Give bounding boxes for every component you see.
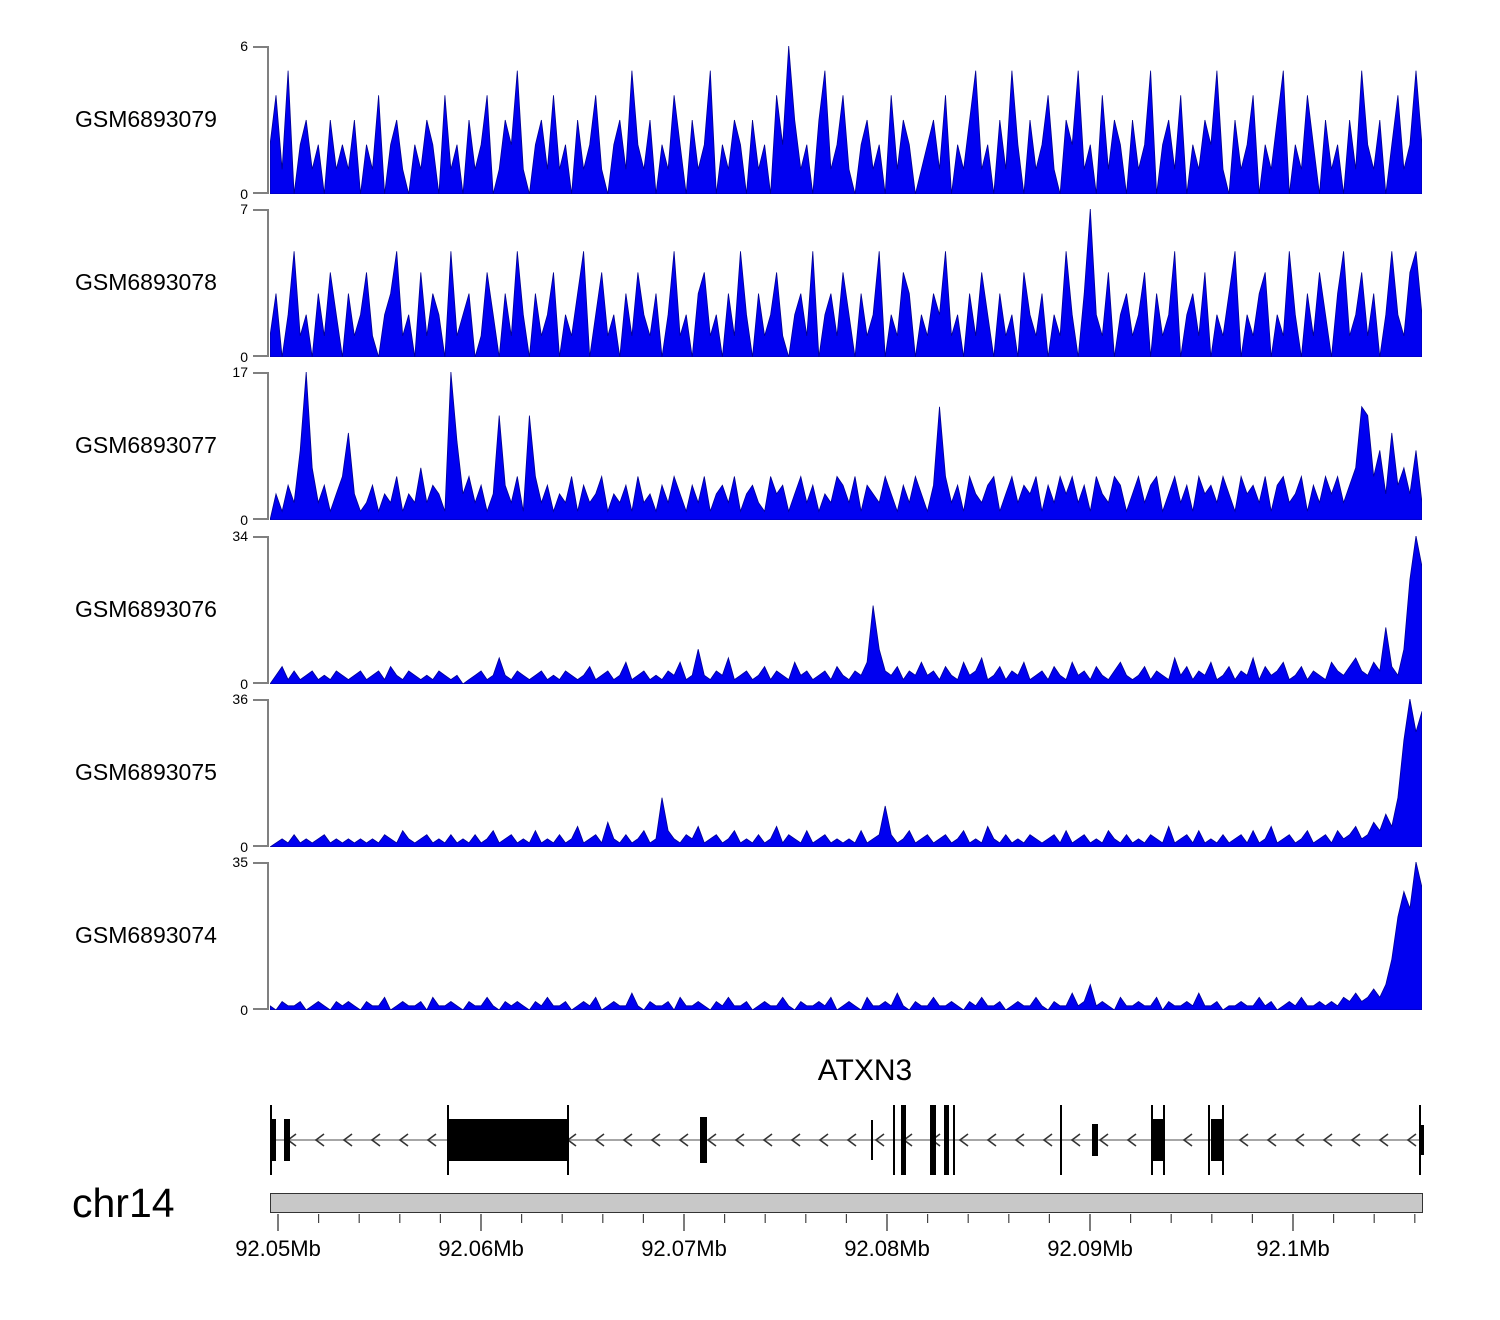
coverage-area-plot xyxy=(270,209,1422,357)
coverage-area-plot xyxy=(270,862,1422,1010)
y-axis-min-label: 0 xyxy=(240,839,248,855)
y-axis-line xyxy=(267,46,269,194)
y-axis-min-label: 0 xyxy=(240,186,248,202)
y-axis-min-label: 0 xyxy=(240,512,248,528)
chromosome-ideogram-bar xyxy=(270,1193,1423,1213)
coverage-track-GSM6893075: GSM6893075 36 0 xyxy=(0,691,1500,855)
track-label: GSM6893076 xyxy=(75,596,217,622)
y-axis-bottom-tick xyxy=(253,1008,267,1010)
y-axis-min-label: 0 xyxy=(240,349,248,365)
coverage-track-GSM6893076: GSM6893076 34 0 xyxy=(0,528,1500,692)
coverage-track-GSM6893077: GSM6893077 17 0 xyxy=(0,364,1500,528)
y-axis-min-label: 0 xyxy=(240,1002,248,1018)
y-axis-line xyxy=(267,536,269,684)
y-axis-top-tick xyxy=(253,46,267,48)
axis-tick-label: 92.08Mb xyxy=(844,1236,930,1261)
track-label: GSM6893078 xyxy=(75,269,217,295)
gene-name-label: ATXN3 xyxy=(817,1054,913,1087)
track-label: GSM6893079 xyxy=(75,106,217,132)
y-axis-min-label: 0 xyxy=(240,676,248,692)
y-axis-bottom-tick xyxy=(253,845,267,847)
y-axis-top-tick xyxy=(253,699,267,701)
coverage-track-GSM6893074: GSM6893074 35 0 xyxy=(0,854,1500,1018)
y-axis-max-label: 7 xyxy=(240,201,248,217)
axis-tick-label: 92.06Mb xyxy=(438,1236,524,1261)
axis-tick-label: 92.09Mb xyxy=(1047,1236,1133,1261)
y-axis-max-label: 36 xyxy=(232,691,248,707)
y-axis-max-label: 35 xyxy=(232,854,248,870)
y-axis-bottom-tick xyxy=(253,355,267,357)
y-axis-max-label: 17 xyxy=(232,364,248,380)
y-axis-top-tick xyxy=(253,536,267,538)
y-axis-line xyxy=(267,209,269,357)
coverage-area-plot xyxy=(270,372,1422,520)
y-axis-max-label: 6 xyxy=(240,38,248,54)
y-axis-bottom-tick xyxy=(253,682,267,684)
axis-tick-label: 92.1Mb xyxy=(1256,1236,1330,1261)
gene-model-track xyxy=(270,1105,1424,1175)
y-axis-top-tick xyxy=(253,372,267,374)
coverage-area-plot xyxy=(270,699,1422,847)
genomic-axis-ticks xyxy=(277,1214,1416,1231)
coverage-track-GSM6893078: GSM6893078 7 0 xyxy=(0,201,1500,365)
y-axis-top-tick xyxy=(253,209,267,211)
y-axis-bottom-tick xyxy=(253,518,267,520)
track-label: GSM6893075 xyxy=(75,759,217,785)
track-label: GSM6893077 xyxy=(75,432,217,458)
coverage-area-plot xyxy=(270,46,1422,194)
chromosome-label: chr14 xyxy=(72,1180,175,1226)
y-axis-line xyxy=(267,699,269,847)
coverage-area-plot xyxy=(270,536,1422,684)
y-axis-top-tick xyxy=(253,862,267,864)
y-axis-max-label: 34 xyxy=(232,528,248,544)
y-axis-line xyxy=(267,862,269,1010)
y-axis-bottom-tick xyxy=(253,192,267,194)
track-label: GSM6893074 xyxy=(75,922,217,948)
axis-tick-label: 92.05Mb xyxy=(235,1236,321,1261)
y-axis-line xyxy=(267,372,269,520)
coverage-track-GSM6893079: GSM6893079 6 0 xyxy=(0,38,1500,202)
axis-tick-label: 92.07Mb xyxy=(641,1236,727,1261)
